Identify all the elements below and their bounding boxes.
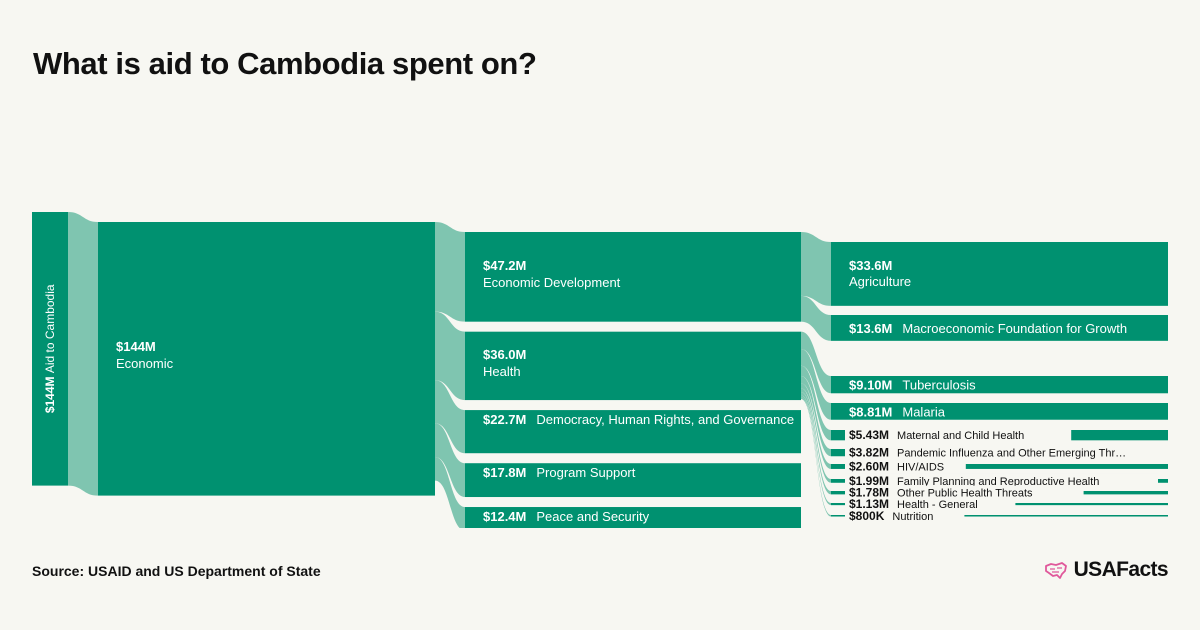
link-economic-health — [435, 311, 465, 401]
link-macroeconomic-foundation-for-growth — [801, 295, 831, 341]
node-agriculture — [831, 242, 1168, 306]
link-other-public-health-threats — [801, 392, 831, 495]
node-health — [465, 331, 801, 401]
link-pandemic-influenza-and-other-emerging-thr — [801, 376, 831, 457]
node-maternal-and-child-health-label-bg — [845, 428, 1072, 442]
link-family-planning-and-reproductive-health — [801, 388, 831, 483]
node-pandemic-influenza-and-other-emerging-thr-label-bg — [845, 445, 1168, 459]
link-economic-program-support — [435, 423, 465, 498]
node-nutrition-label-bg — [845, 508, 965, 522]
node-economic-development-name: Economic Development — [483, 275, 621, 290]
logo-text: USAFacts — [1073, 558, 1169, 581]
node-peace-and-security-label: $12.4M Peace and Security — [483, 509, 650, 524]
node-program-support — [465, 463, 801, 498]
source-note: Source: USAID and US Department of State — [32, 563, 321, 579]
chart-title: What is aid to Cambodia spent on? — [33, 46, 537, 81]
node-nutrition — [831, 515, 1168, 517]
node-tuberculosis-label: $9.10M Tuberculosis — [849, 378, 976, 393]
node-family-planning-and-reproductive-health-label-bg — [845, 473, 1158, 487]
node-agriculture-name: Agriculture — [849, 274, 911, 289]
node-health-value: $36.0M — [483, 347, 526, 362]
us-map-icon — [1044, 562, 1067, 579]
link-nutrition — [801, 397, 831, 517]
node-peace-and-security — [465, 507, 801, 528]
link-economic-peace-and-security — [435, 457, 465, 528]
link-economic-democracy-human-rights-and-governance — [435, 380, 465, 454]
node-economic-name: Economic — [116, 356, 174, 371]
node-economic-development-value: $47.2M — [483, 258, 526, 273]
node-agriculture-value: $33.6M — [849, 258, 892, 273]
node-democracy-human-rights-and-governance — [465, 410, 801, 454]
link-malaria — [801, 348, 831, 420]
node-program-support-label: $17.8M Program Support — [483, 465, 636, 480]
node-root — [32, 212, 68, 486]
node-health-general-label: $1.13M Health - General — [849, 497, 978, 511]
node-health-name: Health — [483, 364, 521, 379]
node-pandemic-influenza-and-other-emerging-thr-label: $3.82M Pandemic Influenza and Other Emerg… — [849, 446, 1126, 460]
link-maternal-and-child-health — [801, 365, 831, 441]
link-health-general — [801, 395, 831, 506]
link-hiv-aids — [801, 383, 831, 469]
node-other-public-health-threats-label-bg — [845, 485, 1084, 499]
node-family-planning-and-reproductive-health-label: $1.99M Family Planning and Reproductive H… — [849, 474, 1099, 488]
node-economic-development — [465, 232, 801, 322]
node-tuberculosis — [831, 376, 1168, 394]
node-health-general-label-bg — [845, 497, 1016, 511]
link-tuberculosis — [801, 331, 831, 394]
node-macroeconomic-foundation-for-growth-label: $13.6M Macroeconomic Foundation for Growt… — [849, 321, 1127, 336]
link-agriculture — [801, 232, 831, 306]
link-economic-economic-development — [435, 222, 465, 322]
node-malaria — [831, 403, 1168, 420]
node-hiv-aids — [831, 464, 1168, 469]
link-root-economic — [68, 212, 98, 496]
node-macroeconomic-foundation-for-growth — [831, 315, 1168, 341]
node-hiv-aids-label: $2.60M HIV/AIDS — [849, 459, 944, 473]
node-economic-value: $144M — [116, 339, 156, 354]
node-other-public-health-threats-label: $1.78M Other Public Health Threats — [849, 486, 1033, 500]
node-economic — [98, 222, 435, 496]
node-hiv-aids-label-bg — [845, 459, 966, 473]
node-malaria-label: $8.81M Malaria — [849, 404, 946, 419]
node-nutrition-label: $800K Nutrition — [849, 509, 933, 523]
usafacts-logo[interactable]: USAFacts — [1044, 558, 1169, 582]
node-maternal-and-child-health-label: $5.43M Maternal and Child Health — [849, 428, 1024, 442]
node-root-label: $144M Aid to Cambodia — [43, 284, 57, 413]
node-democracy-human-rights-and-governance-label: $22.7M Democracy, Human Rights, and Gover… — [483, 412, 794, 427]
